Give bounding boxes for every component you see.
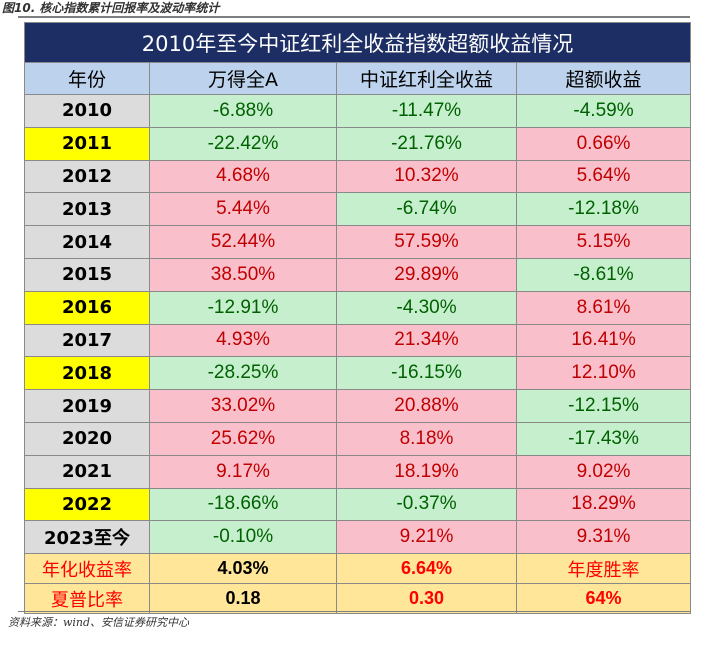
wind-a-cell: -22.42%	[149, 126, 337, 161]
table-row: 2020 25.62% 8.18% -17.43%	[24, 421, 692, 456]
wind-a-cell: 9.17%	[149, 454, 337, 489]
wind-a-cell: 33.02%	[149, 389, 337, 423]
table-header-row: 年份 万得全A 中证红利全收益 超额收益	[24, 62, 692, 95]
bottom-divider	[18, 611, 690, 612]
year-cell: 2014	[24, 225, 150, 259]
dividend-cell: 9.21%	[336, 520, 517, 555]
year-cell: 2013	[24, 192, 150, 227]
annual-return-wind-a: 4.03%	[149, 553, 337, 585]
excess-cell: 8.61%	[515, 290, 692, 325]
dividend-cell: -11.47%	[336, 94, 517, 128]
excess-cell: 5.64%	[515, 159, 692, 194]
dividend-cell: 57.59%	[336, 225, 517, 259]
sharpe-ratio-dividend: 0.30	[336, 583, 517, 615]
year-cell: 2018	[24, 356, 150, 391]
dividend-cell: -21.76%	[336, 126, 517, 161]
dividend-cell: -4.30%	[336, 290, 517, 325]
wind-a-cell: -12.91%	[149, 290, 337, 325]
header-wind-a: 万得全A	[149, 62, 337, 95]
table-row: 2010 -6.88% -11.47% -4.59%	[24, 94, 692, 128]
year-cell: 2015	[24, 257, 150, 292]
year-cell: 2016	[24, 290, 150, 325]
excess-cell: 9.31%	[515, 520, 692, 555]
sharpe-ratio-row: 夏普比率 0.18 0.30 64%	[24, 583, 692, 615]
table-row: 2015 38.50% 29.89% -8.61%	[24, 257, 692, 292]
table-row: 2022 -18.66% -0.37% 18.29%	[24, 487, 692, 522]
excess-cell: -17.43%	[515, 421, 692, 456]
excess-cell: 18.29%	[515, 487, 692, 522]
dividend-cell: 29.89%	[336, 257, 517, 292]
wind-a-cell: -18.66%	[149, 487, 337, 522]
sharpe-ratio-wind-a: 0.18	[149, 583, 337, 615]
table-row: 2017 4.93% 21.34% 16.41%	[24, 323, 692, 358]
excess-cell: 5.15%	[515, 225, 692, 259]
sharpe-ratio-label: 夏普比率	[24, 583, 150, 615]
year-cell: 2019	[24, 389, 150, 423]
table-row: 2021 9.17% 18.19% 9.02%	[24, 454, 692, 489]
dividend-cell: 18.19%	[336, 454, 517, 489]
wind-a-cell: 38.50%	[149, 257, 337, 292]
table-row: 2012 4.68% 10.32% 5.64%	[24, 159, 692, 194]
excess-cell: 16.41%	[515, 323, 692, 358]
dividend-cell: -0.37%	[336, 487, 517, 522]
table-row: 2011 -22.42% -21.76% 0.66%	[24, 126, 692, 161]
header-dividend-index: 中证红利全收益	[336, 62, 517, 95]
table-row: 2018 -28.25% -16.15% 12.10%	[24, 356, 692, 391]
table-row: 2014 52.44% 57.59% 5.15%	[24, 225, 692, 259]
year-cell: 2011	[24, 126, 150, 161]
excess-cell: 12.10%	[515, 356, 692, 391]
header-excess-return: 超额收益	[515, 62, 692, 95]
win-rate-label: 年度胜率	[515, 553, 692, 585]
table-row: 2023至今 -0.10% 9.21% 9.31%	[24, 520, 692, 555]
annual-return-dividend: 6.64%	[336, 553, 517, 585]
table-row: 2013 5.44% -6.74% -12.18%	[24, 192, 692, 227]
wind-a-cell: 5.44%	[149, 192, 337, 227]
excess-cell: -12.18%	[515, 192, 692, 227]
dividend-cell: 21.34%	[336, 323, 517, 358]
dividend-cell: -16.15%	[336, 356, 517, 391]
year-cell: 2021	[24, 454, 150, 489]
wind-a-cell: 52.44%	[149, 225, 337, 259]
header-year: 年份	[24, 62, 150, 95]
table-title: 2010年至今中证红利全收益指数超额收益情况	[23, 22, 692, 63]
dividend-cell: 8.18%	[336, 421, 517, 456]
dividend-cell: 10.32%	[336, 159, 517, 194]
figure-caption: 图10. 核心指数累计回报率及波动率统计	[2, 1, 220, 15]
year-cell: 2012	[24, 159, 150, 194]
excess-cell: -4.59%	[515, 94, 692, 128]
source-note: 资料来源：wind、安信证券研究中心	[8, 616, 190, 629]
year-cell: 2010	[24, 94, 150, 128]
wind-a-cell: 4.68%	[149, 159, 337, 194]
table-row: 2019 33.02% 20.88% -12.15%	[24, 389, 692, 423]
excess-cell: -12.15%	[515, 389, 692, 423]
year-cell: 2023至今	[24, 520, 150, 555]
annual-return-label: 年化收益率	[24, 553, 150, 585]
year-cell: 2020	[24, 421, 150, 456]
wind-a-cell: -6.88%	[149, 94, 337, 128]
wind-a-cell: 25.62%	[149, 421, 337, 456]
year-cell: 2022	[24, 487, 150, 522]
wind-a-cell: -0.10%	[149, 520, 337, 555]
excess-return-table: 2010年至今中证红利全收益指数超额收益情况 年份 万得全A 中证红利全收益 超…	[23, 22, 692, 615]
wind-a-cell: -28.25%	[149, 356, 337, 391]
wind-a-cell: 4.93%	[149, 323, 337, 358]
excess-cell: 9.02%	[515, 454, 692, 489]
annual-return-row: 年化收益率 4.03% 6.64% 年度胜率	[24, 553, 692, 585]
top-divider	[18, 16, 690, 18]
dividend-cell: -6.74%	[336, 192, 517, 227]
excess-cell: 0.66%	[515, 126, 692, 161]
win-rate-value: 64%	[515, 583, 692, 615]
year-cell: 2017	[24, 323, 150, 358]
table-row: 2016 -12.91% -4.30% 8.61%	[24, 290, 692, 325]
excess-cell: -8.61%	[515, 257, 692, 292]
dividend-cell: 20.88%	[336, 389, 517, 423]
